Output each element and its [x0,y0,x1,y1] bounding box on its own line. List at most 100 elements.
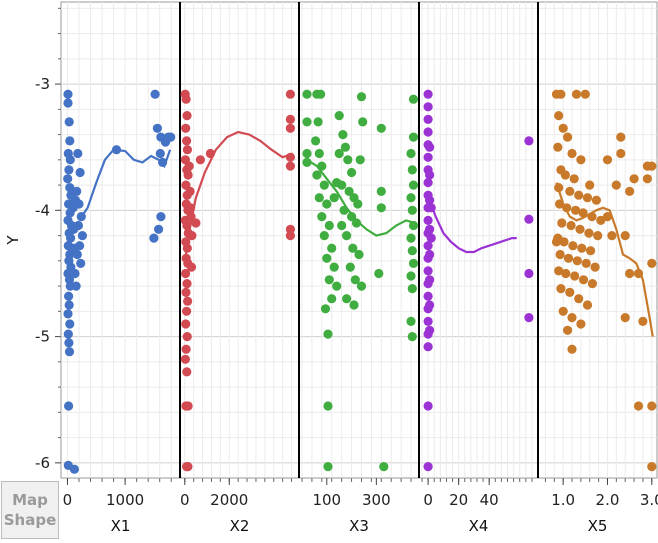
data-point-x3 [314,148,324,159]
data-point-x5 [587,212,597,222]
map-shape-label-line1: Map [12,491,48,509]
x-tick-label: 0 [180,491,190,509]
data-point-x1 [73,148,83,159]
data-point-x5 [567,148,577,159]
data-point-x5 [591,195,602,205]
data-point-x5 [571,205,581,215]
x-tick-label: 100 [312,491,341,509]
map-shape-button[interactable]: Map Shape [1,481,59,539]
data-point-x3 [406,193,416,203]
data-point-x3 [348,243,358,253]
data-point-x5 [567,313,577,323]
data-point-x1 [158,157,168,167]
data-point-x1 [65,136,75,146]
trend-line-x3 [306,158,416,237]
data-point-x4 [425,195,435,205]
data-point-x5 [611,180,621,190]
data-point-x2 [181,287,191,297]
data-point-x5 [580,89,590,99]
data-point-x3 [376,123,386,133]
data-point-x4 [423,127,433,137]
data-point-x1 [71,281,81,291]
data-point-x3 [302,148,312,159]
data-point-x2 [191,218,201,228]
data-point-x3 [312,170,322,180]
data-point-x2 [285,123,295,133]
data-point-x4 [524,268,534,279]
data-point-x2 [285,89,295,99]
data-point-x4 [423,266,433,276]
data-point-x5 [602,212,613,222]
data-point-x3 [334,111,344,121]
data-point-x1 [72,186,82,196]
data-point-x5 [563,325,573,335]
data-point-x4 [524,214,534,224]
data-point-x5 [593,231,603,241]
data-point-x2 [182,145,192,155]
data-point-x4 [425,142,435,152]
data-point-x2 [181,344,191,354]
data-point-x1 [64,338,74,348]
data-point-x5 [562,203,572,213]
data-point-x5 [577,243,587,253]
axis-layer: -3 -4 -5 -6 Y 0 1000 X1 0 2000 X2 100 300 X3 0 20 40 X4 1.… [4,7,658,535]
data-point-x5 [620,231,630,241]
x-tick-label: 2000 [210,491,248,509]
data-point-x5 [574,294,584,304]
data-point-x3 [317,212,327,222]
x-axis-title: X5 [588,517,608,535]
data-point-x3 [342,294,352,304]
data-point-x4 [423,316,433,326]
map-shape-label-line2: Shape [3,511,57,529]
data-point-x4 [425,170,435,180]
data-point-x2 [182,220,192,231]
data-point-x5 [565,287,575,297]
y-tick-label: -4 [35,201,50,219]
data-point-x3 [327,294,337,304]
data-point-x2 [182,332,192,342]
data-point-x4 [524,136,534,146]
data-point-x2 [183,462,193,472]
data-point-x3 [332,281,342,291]
data-point-x1 [64,291,74,301]
data-point-x5 [578,275,589,285]
data-point-x1 [65,183,75,193]
data-point-x1 [64,347,75,357]
data-point-x3 [323,329,333,339]
data-point-x3 [350,275,360,285]
data-point-x1 [63,309,73,319]
data-point-x1 [63,174,73,184]
data-point-x5 [578,208,588,218]
data-point-x3 [319,180,329,190]
data-point-x3 [347,167,357,178]
data-point-x3 [340,142,350,152]
data-point-x3 [323,462,333,472]
data-point-x1 [64,117,74,127]
data-point-x2 [186,262,197,272]
x-tick-label: 300 [362,491,391,509]
data-point-x5 [555,199,565,209]
data-point-x2 [185,186,195,196]
data-point-x3 [320,304,331,314]
data-point-x5 [571,89,582,99]
data-point-x5 [638,316,648,326]
data-point-x2 [187,231,197,241]
data-point-x3 [406,148,416,159]
data-point-x3 [354,249,364,260]
data-point-x3 [334,148,344,159]
data-point-x3 [324,220,334,231]
data-point-x2 [195,155,205,165]
data-point-x2 [183,401,193,411]
data-point-x2 [285,231,295,241]
data-point-x5 [582,193,593,203]
data-point-x1 [156,212,166,222]
data-point-x3 [376,186,386,196]
data-point-x5 [616,132,626,142]
data-point-x2 [186,203,196,213]
data-point-x2 [181,319,191,329]
data-point-x3 [347,212,357,222]
data-point-x4 [426,203,436,213]
data-point-x2 [285,224,295,234]
data-point-x1 [63,89,73,99]
data-point-x5 [633,268,644,279]
